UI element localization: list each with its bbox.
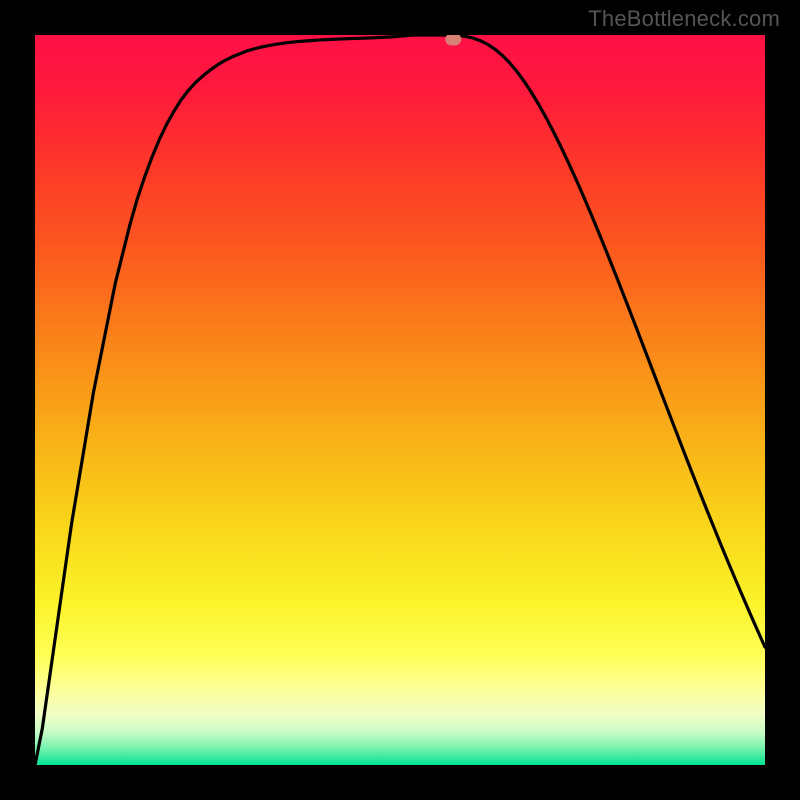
curve-layer (35, 35, 765, 765)
bottleneck-curve (35, 35, 765, 765)
watermark-text: TheBottleneck.com (588, 6, 780, 32)
optimal-marker (445, 35, 461, 45)
bottleneck-chart (35, 35, 765, 765)
